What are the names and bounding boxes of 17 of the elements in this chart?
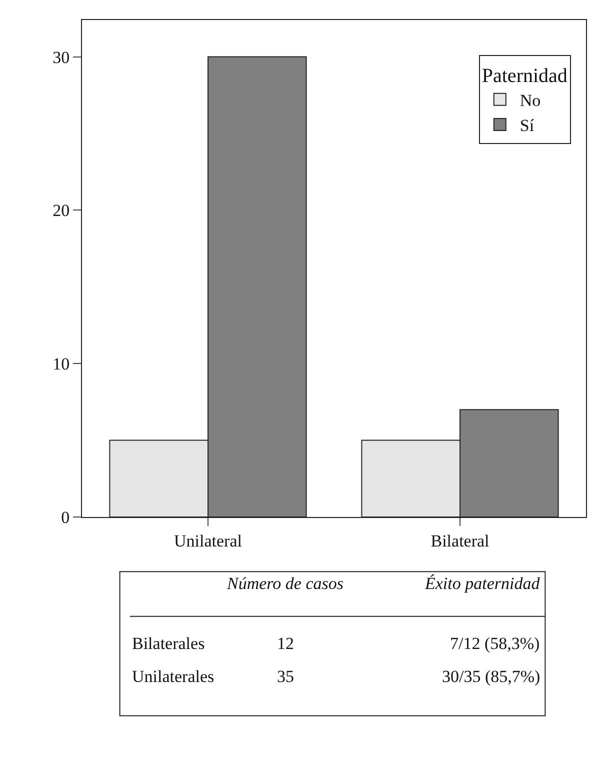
y-tick-label: 20 [52, 201, 70, 220]
legend-label: Sí [520, 116, 534, 136]
text: 35 [277, 667, 294, 686]
text: Unilaterales [132, 667, 214, 686]
legend-label: No [520, 90, 541, 110]
text: 12 [277, 634, 294, 653]
x-tick-label: Unilateral [174, 531, 242, 550]
text: Éxito paternidad [424, 574, 540, 593]
y-tick-label: 10 [52, 354, 70, 374]
y-tick-label: 30 [52, 48, 70, 67]
text: Número de casos [226, 574, 344, 593]
x-tick-label: Bilateral [430, 531, 490, 550]
text: Bilaterales [132, 634, 205, 653]
text: 30/35 (85,7%) [442, 667, 540, 686]
y-tick-label: 0 [61, 508, 70, 527]
text: 7/12 (58,3%) [450, 634, 540, 653]
legend-title: Paternidad [482, 64, 568, 87]
